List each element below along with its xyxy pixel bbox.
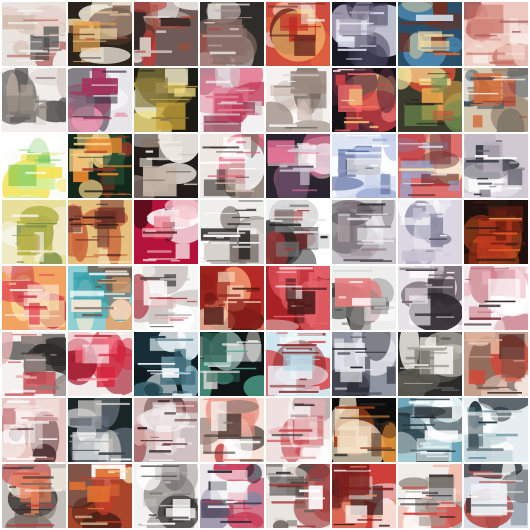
- grid-tile: [2, 398, 66, 462]
- grid-tile: [68, 200, 132, 264]
- grid-tile: [398, 398, 462, 462]
- grid-tile: [332, 134, 396, 198]
- grid-tile: [464, 266, 528, 330]
- grid-tile: [200, 200, 264, 264]
- grid-tile: [332, 68, 396, 132]
- grid-tile: [68, 134, 132, 198]
- grid-tile: [134, 134, 198, 198]
- grid-tile: [68, 398, 132, 462]
- grid-tile: [200, 464, 264, 528]
- grid-tile: [266, 200, 330, 264]
- grid-tile: [2, 464, 66, 528]
- grid-tile: [398, 134, 462, 198]
- grid-tile: [266, 68, 330, 132]
- grid-tile: [464, 2, 528, 66]
- grid-tile: [332, 200, 396, 264]
- grid-tile: [134, 332, 198, 396]
- grid-tile: [332, 2, 396, 66]
- grid-tile: [464, 68, 528, 132]
- grid-tile: [464, 332, 528, 396]
- grid-tile: [464, 464, 528, 528]
- grid-tile: [134, 266, 198, 330]
- grid-tile: [2, 68, 66, 132]
- grid-tile: [2, 266, 66, 330]
- grid-tile: [134, 398, 198, 462]
- grid-tile: [2, 134, 66, 198]
- grid-tile: [464, 134, 528, 198]
- grid-tile: [2, 200, 66, 264]
- grid-tile: [266, 464, 330, 528]
- grid-tile: [200, 332, 264, 396]
- grid-tile: [200, 266, 264, 330]
- grid-tile: [134, 68, 198, 132]
- grid-tile: [398, 266, 462, 330]
- grid-tile: [266, 266, 330, 330]
- grid-tile: [398, 464, 462, 528]
- grid-tile: [266, 332, 330, 396]
- grid-tile: [332, 398, 396, 462]
- grid-tile: [200, 68, 264, 132]
- grid-tile: [68, 464, 132, 528]
- grid-tile: [68, 2, 132, 66]
- grid-tile: [134, 464, 198, 528]
- grid-tile: [200, 2, 264, 66]
- grid-tile: [398, 200, 462, 264]
- grid-tile: [266, 398, 330, 462]
- grid-tile: [332, 332, 396, 396]
- grid-tile: [68, 332, 132, 396]
- grid-tile: [464, 398, 528, 462]
- grid-tile: [266, 2, 330, 66]
- grid-tile: [266, 134, 330, 198]
- grid-tile: [398, 332, 462, 396]
- grid-tile: [68, 266, 132, 330]
- grid-tile: [2, 2, 66, 66]
- grid-tile: [398, 68, 462, 132]
- grid-tile: [398, 2, 462, 66]
- grid-tile: [200, 134, 264, 198]
- grid-tile: [134, 200, 198, 264]
- grid-tile: [134, 2, 198, 66]
- grid-tile: [200, 398, 264, 462]
- grid-tile: [332, 266, 396, 330]
- grid-tile: [464, 200, 528, 264]
- grid-tile: [332, 464, 396, 528]
- grid-tile: [2, 332, 66, 396]
- grid-tile: [68, 68, 132, 132]
